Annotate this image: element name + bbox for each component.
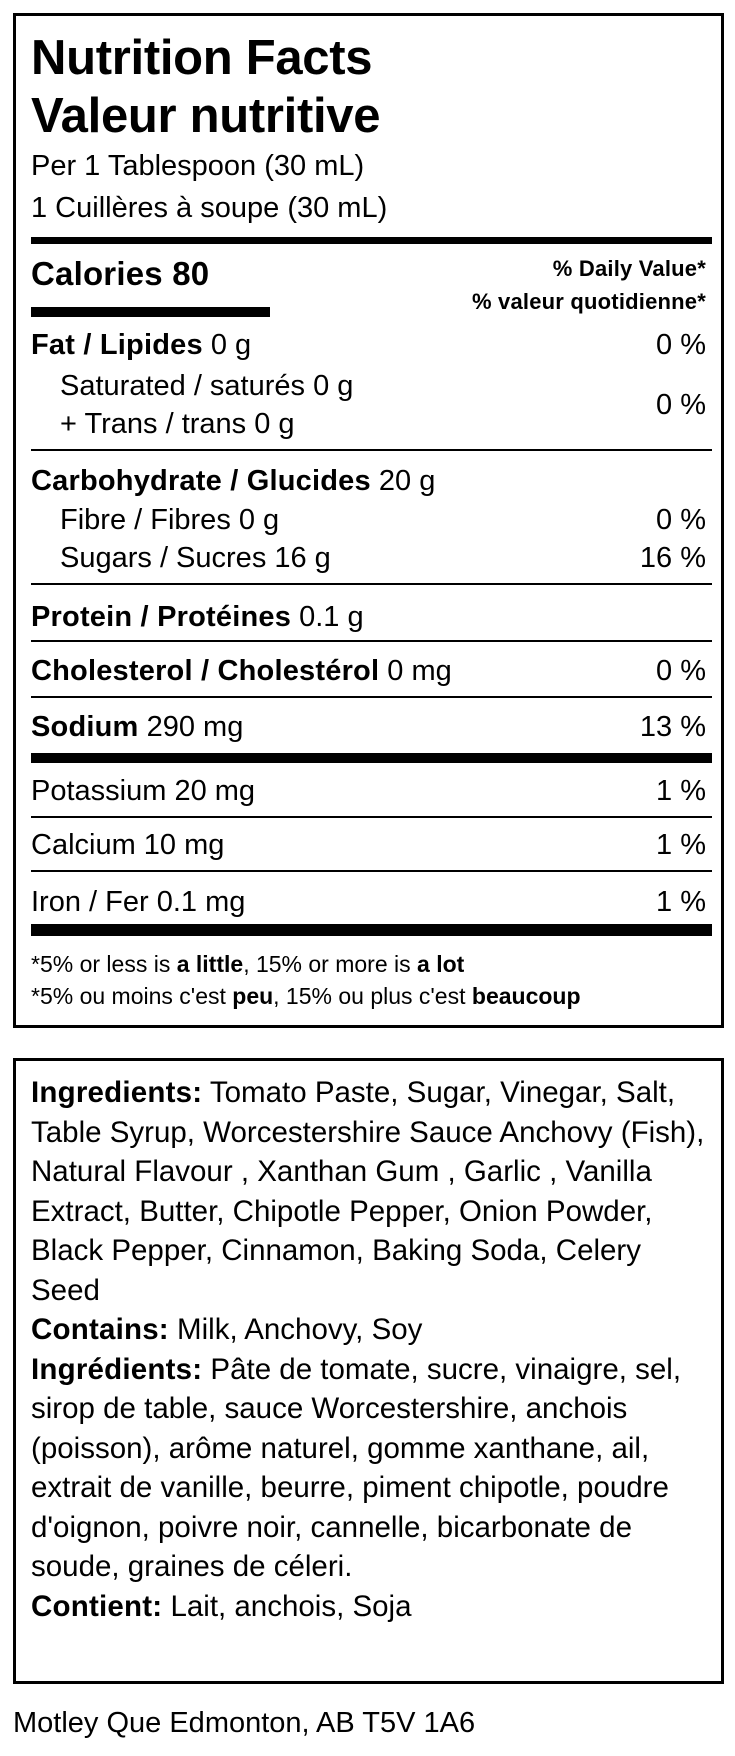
iron-dv: 1 % [656, 886, 706, 918]
row-calcium: Calcium 10 mg [31, 829, 225, 861]
daily-value-fr: % valeur quotidienne* [471, 289, 706, 314]
divider [31, 870, 712, 872]
divider-thick [31, 237, 712, 244]
divider [31, 449, 712, 451]
row-cholesterol: Cholesterol / Cholestérol 0 mg [31, 655, 452, 687]
title-en: Nutrition Facts [31, 31, 373, 85]
potassium-dv: 1 % [656, 775, 706, 807]
ingredients-en: Ingredients: Tomato Paste, Sugar, Vinega… [31, 1076, 705, 1307]
divider-thick [31, 924, 712, 936]
calcium-dv: 1 % [656, 829, 706, 861]
contains-fr: Contient: Lait, anchois, Soja [31, 1589, 412, 1623]
daily-value-en: % Daily Value* [552, 256, 706, 281]
row-fat: Fat / Lipides 0 g [31, 329, 252, 361]
divider [31, 583, 712, 585]
row-trans: + Trans / trans 0 g [60, 408, 295, 440]
calories-bar [31, 307, 270, 317]
nutrition-facts-table: Nutrition Facts Valeur nutritive Per 1 T… [13, 13, 724, 1028]
fat-dv: 0 % [656, 329, 706, 361]
contains-en: Contains: Milk, Anchovy, Soy [31, 1313, 423, 1346]
title-fr: Valeur nutritive [31, 89, 381, 143]
ingredients-fr: Ingrédients: Pâte de tomate, sucre, vina… [31, 1352, 682, 1584]
sugars-dv: 16 % [639, 542, 706, 574]
manufacturer-address: Motley Que Edmonton, AB T5V 1A6 [13, 1707, 476, 1739]
serving-fr: 1 Cuillères à soupe (30 mL) [31, 192, 388, 224]
sat-trans-dv: 0 % [656, 389, 706, 421]
footnote-fr: *5% ou moins c'est peu, 15% ou plus c'es… [31, 983, 581, 1009]
divider [31, 640, 712, 642]
fibre-dv: 0 % [656, 504, 706, 536]
row-carbohydrate: Carbohydrate / Glucides 20 g [31, 465, 436, 497]
serving-en: Per 1 Tablespoon (30 mL) [31, 150, 365, 182]
row-potassium: Potassium 20 mg [31, 775, 256, 807]
cholesterol-dv: 0 % [656, 655, 706, 687]
divider [31, 816, 712, 818]
row-protein: Protein / Protéines 0.1 g [31, 601, 364, 633]
row-saturated: Saturated / saturés 0 g [60, 370, 354, 402]
calories: Calories 80 [31, 255, 210, 292]
ingredients-box: Ingredients: Tomato Paste, Sugar, Vinega… [13, 1058, 724, 1684]
sodium-dv: 13 % [639, 711, 706, 743]
footnote-en: *5% or less is a little, 15% or more is … [31, 951, 465, 977]
row-sugars: Sugars / Sucres 16 g [60, 542, 331, 574]
row-fibre: Fibre / Fibres 0 g [60, 504, 280, 536]
divider-thick [31, 753, 712, 763]
row-sodium: Sodium 290 mg [31, 711, 244, 743]
row-iron: Iron / Fer 0.1 mg [31, 886, 246, 918]
divider [31, 696, 712, 698]
